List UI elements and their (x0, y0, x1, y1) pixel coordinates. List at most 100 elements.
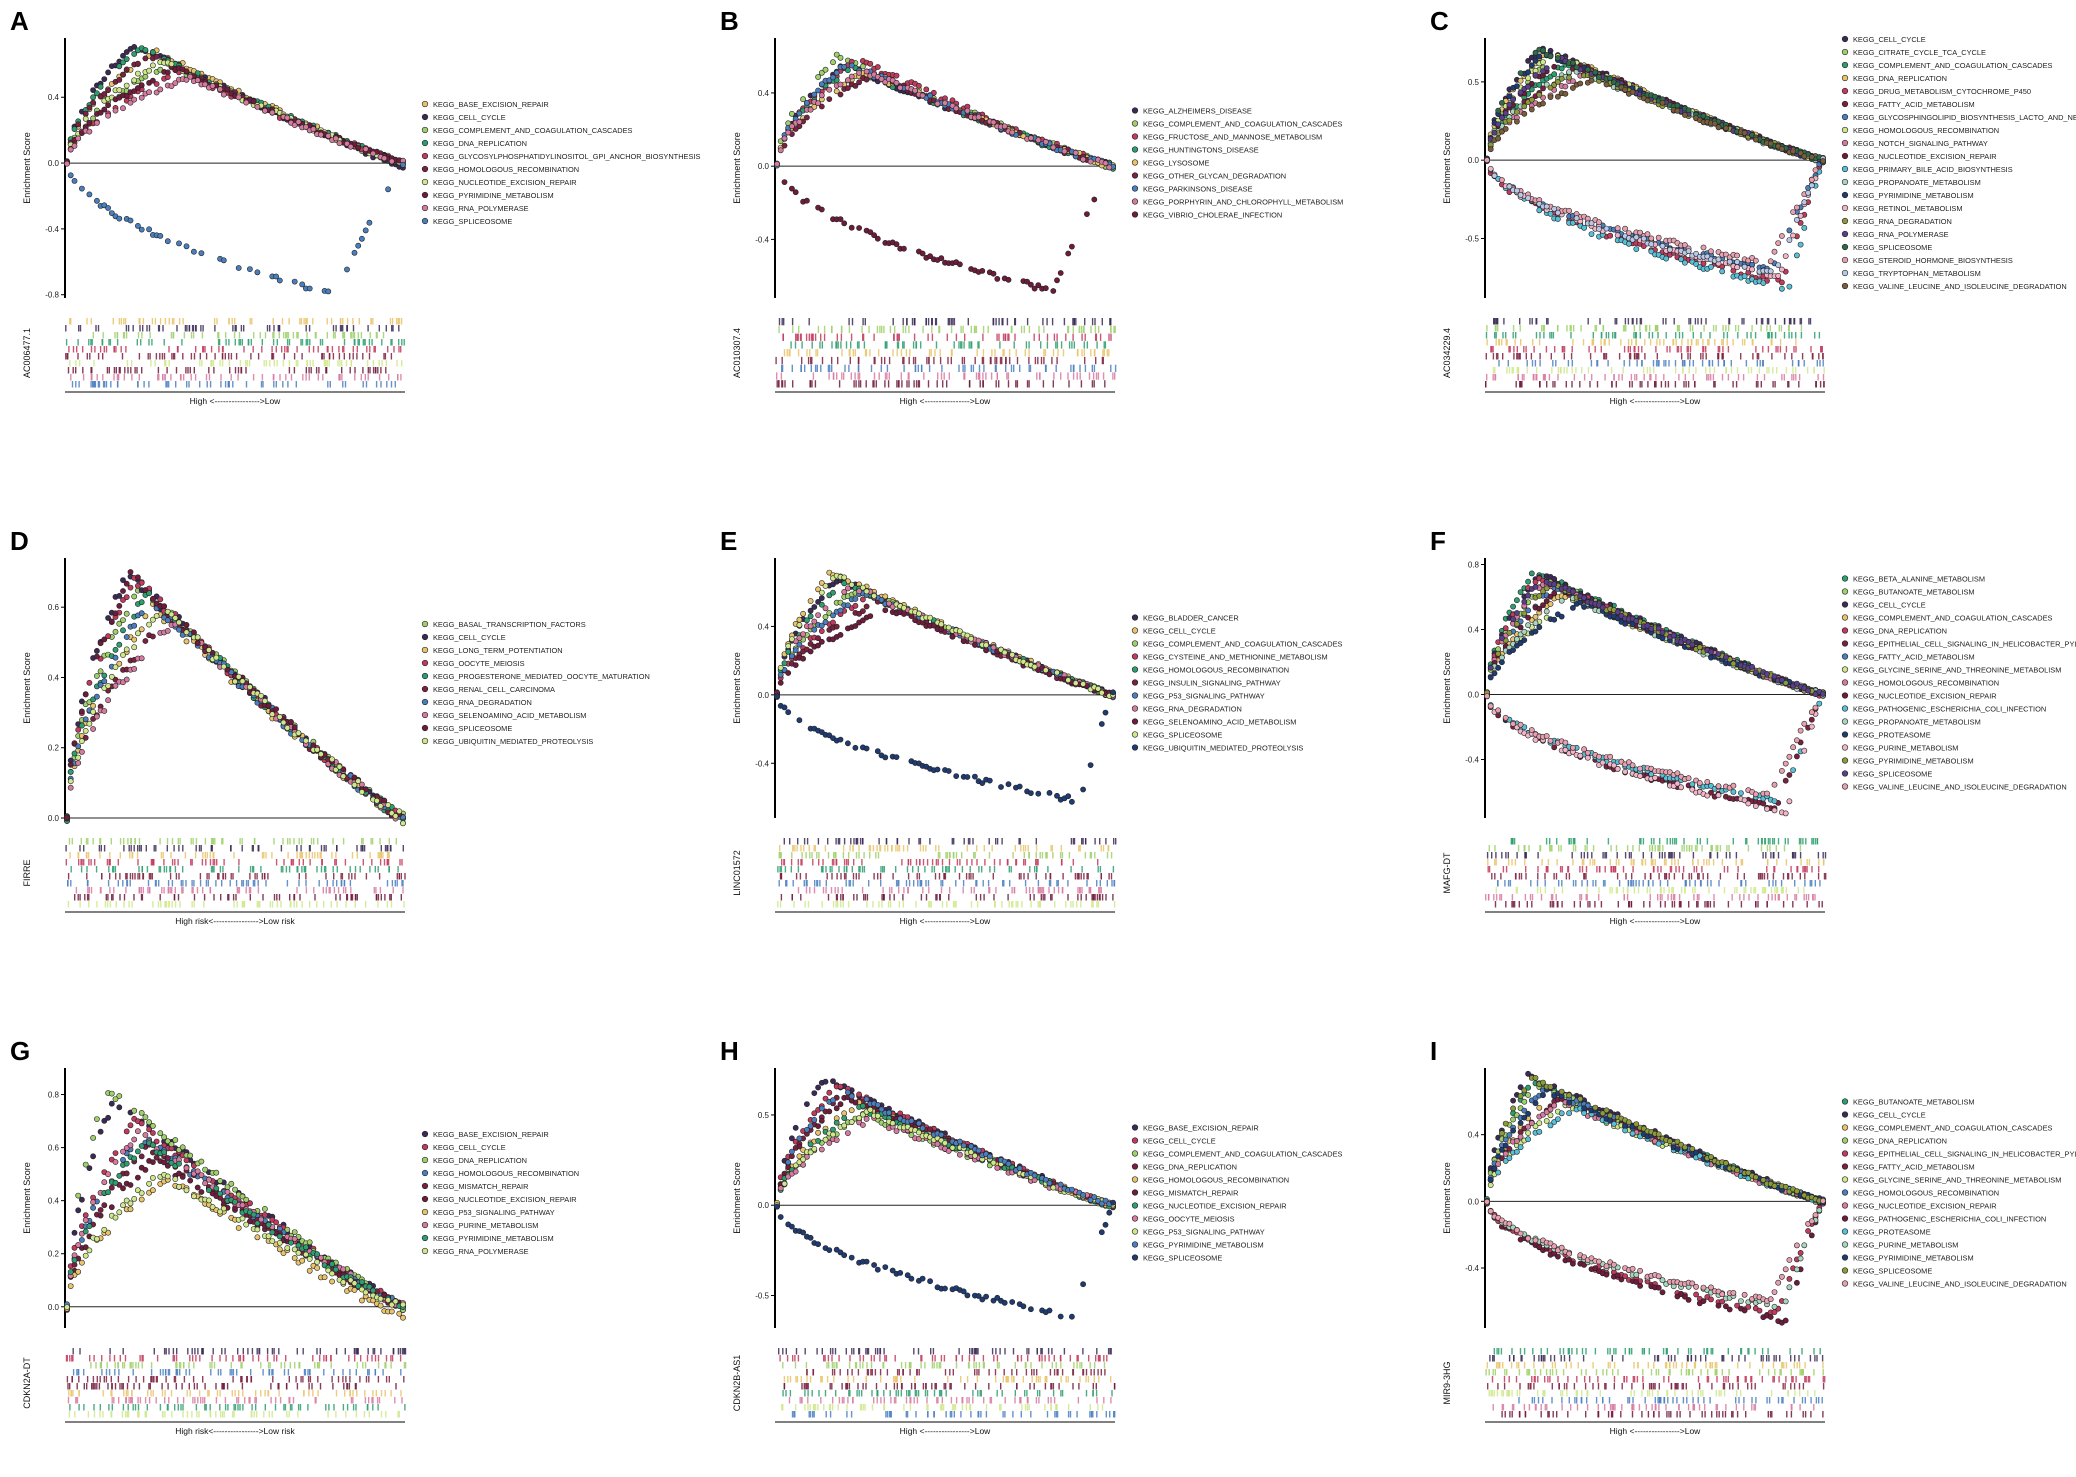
hit-bar (362, 353, 364, 360)
hit-bar (1573, 325, 1575, 332)
hit-bar (391, 325, 393, 332)
hit-bar (1806, 367, 1809, 374)
hit-bar (917, 380, 920, 388)
hit-bar (301, 339, 304, 346)
hit-bar (1045, 364, 1047, 372)
hit-bar (77, 852, 80, 859)
hit-bar (296, 346, 298, 353)
es-point (392, 813, 399, 819)
hit-bar (221, 346, 224, 353)
hit-bar (884, 380, 886, 388)
hit-bar (378, 360, 380, 367)
hit-bar (998, 318, 1000, 326)
y-tick-label: 0.4 (48, 673, 60, 682)
hit-bar (1552, 332, 1555, 339)
legend-marker (1131, 185, 1139, 192)
hit-bar (305, 339, 307, 346)
es-point (1555, 209, 1561, 216)
es-point (777, 147, 784, 154)
hit-bar (178, 873, 180, 880)
hit-bar (1675, 332, 1677, 339)
hit-bar (837, 356, 839, 365)
hit-bar (391, 318, 394, 325)
legend-label: KEGG_SPLICEOSOME (433, 217, 512, 226)
hit-bar (1819, 360, 1821, 367)
hit-bar (1623, 346, 1626, 353)
hit-bar (1571, 360, 1573, 367)
hit-bar (273, 838, 275, 845)
hit-bar (1677, 346, 1680, 353)
hit-bar (1114, 372, 1116, 380)
es-point (1775, 272, 1782, 279)
legend-marker (421, 711, 429, 719)
es-point (385, 186, 391, 193)
hit-bar (1028, 325, 1031, 334)
es-point (138, 599, 145, 606)
es-point (1633, 234, 1640, 241)
legend-marker (1841, 204, 1849, 212)
hit-bar (1692, 374, 1695, 381)
es-point (833, 69, 840, 76)
hit-bar (296, 332, 298, 339)
hit-bar (913, 380, 915, 388)
es-point (1685, 248, 1692, 254)
es-point (1588, 77, 1595, 84)
hit-bar (75, 360, 77, 367)
es-point (1779, 266, 1785, 273)
hit-bar (838, 380, 841, 388)
hit-bar (1641, 381, 1643, 388)
hit-bar (1539, 360, 1541, 367)
y-axis-label: Enrichment Score (22, 132, 32, 204)
hit-bar (174, 859, 176, 866)
hit-bar (380, 381, 382, 388)
es-point (1596, 226, 1602, 232)
hit-bar (176, 346, 179, 353)
legend-label: KEGG_PYRIMIDINE_METABOLISM (433, 191, 554, 200)
hit-bar (78, 360, 81, 367)
es-point (1495, 121, 1502, 128)
hit-bar (401, 360, 403, 367)
es-point (1775, 262, 1782, 268)
es-point (1734, 252, 1740, 259)
hit-bar (1055, 364, 1057, 372)
hit-bar (1523, 374, 1525, 381)
es-point (105, 102, 111, 109)
es-point (1779, 145, 1785, 152)
es-point (71, 750, 78, 757)
es-point (86, 128, 93, 135)
hit-bar (1053, 372, 1055, 380)
es-point (198, 250, 205, 257)
hit-bar (931, 325, 933, 334)
legend-marker (421, 672, 429, 680)
es-point (1682, 112, 1688, 118)
x-axis-label: High <---------------->Low (190, 396, 282, 406)
hit-bar (1689, 346, 1692, 353)
es-point (1042, 285, 1049, 292)
legend-label: KEGG_RETINOL_METABOLISM (1853, 204, 1963, 213)
hit-bar (190, 374, 192, 381)
hit-bar (387, 852, 389, 859)
es-point (314, 746, 320, 753)
hit-bar (937, 372, 939, 380)
hit-bar (65, 339, 68, 346)
es-point (1517, 70, 1524, 76)
hit-bar (1492, 367, 1495, 374)
es-point (112, 610, 119, 617)
hit-bar (1046, 333, 1049, 341)
hit-bar (190, 838, 192, 845)
hit-bar (265, 852, 267, 859)
hit-bar (117, 374, 120, 381)
hit-bar (201, 360, 203, 367)
es-point (213, 654, 220, 661)
hit-bar (182, 353, 184, 360)
hit-bar (214, 325, 216, 332)
hit-bar (349, 353, 351, 360)
hit-bar (91, 367, 93, 374)
hit-bar (1052, 380, 1054, 388)
hit-bar (902, 341, 904, 349)
hit-bar (374, 367, 377, 374)
hit-bar (1076, 349, 1079, 357)
hit-bar (852, 349, 854, 357)
es-point (131, 44, 138, 50)
legend-marker (1841, 35, 1849, 43)
